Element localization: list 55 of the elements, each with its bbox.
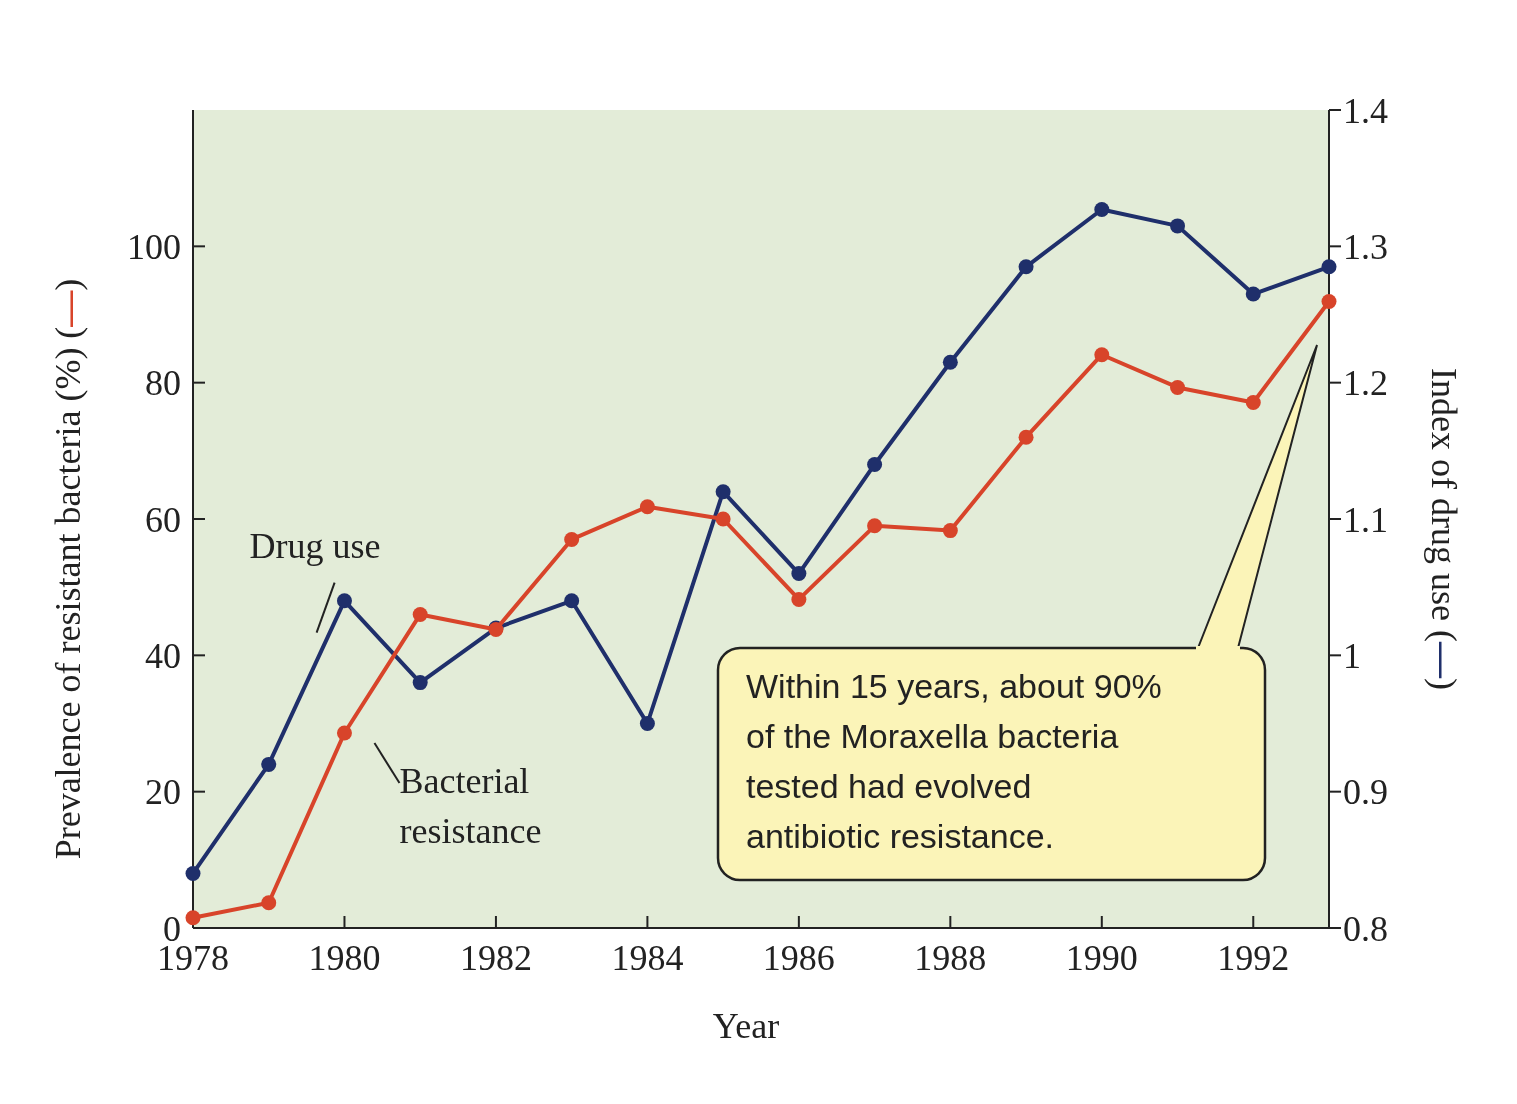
point — [1018, 259, 1034, 275]
point — [791, 591, 807, 607]
point — [1094, 202, 1110, 218]
point — [564, 593, 580, 609]
y2-axis-title: Index of drug use (—) — [1424, 368, 1464, 690]
y2-tick-label: 1.4 — [1343, 90, 1388, 131]
point — [715, 511, 731, 527]
annotation: Within 15 years, about 90% of the Moraxella bacteria tested had evolved antibiotic resistance. — [746, 667, 1162, 855]
x-axis-title: Year — [712, 1006, 780, 1046]
point — [867, 456, 883, 472]
y2-tick-label: 1.3 — [1343, 226, 1388, 267]
y2-tick-label: 0.8 — [1343, 908, 1388, 949]
x-tick-label: 1988 — [914, 938, 987, 978]
y-tick-label: 20 — [145, 772, 181, 813]
series-label: Bacterial resistance — [399, 761, 542, 852]
point — [1018, 429, 1034, 445]
point — [715, 484, 731, 500]
point — [1245, 286, 1261, 302]
point — [564, 531, 580, 547]
point — [261, 895, 277, 911]
y-axis-title: Prevalence of resistant bacteria (%) (—) — [48, 278, 88, 860]
point — [412, 606, 428, 622]
x-tick-label: 1982 — [459, 938, 532, 978]
y-tick-label: 100 — [127, 226, 181, 267]
point — [336, 593, 352, 609]
y2-tick-label: 0.9 — [1343, 772, 1388, 813]
x-tick-label: 1980 — [308, 938, 381, 978]
y-tick-label: 60 — [145, 499, 181, 540]
y2-tick-label: 1.2 — [1343, 363, 1388, 404]
point — [1321, 294, 1337, 310]
series-label: Drug use — [249, 525, 381, 566]
point — [412, 675, 428, 691]
point — [1245, 394, 1261, 410]
point — [639, 499, 655, 515]
point — [639, 716, 655, 731]
point — [791, 566, 807, 582]
x-tick-label: 1990 — [1065, 938, 1138, 978]
point — [1170, 379, 1186, 395]
point — [185, 910, 201, 926]
y2-tick-label: 1.1 — [1343, 499, 1388, 540]
point — [942, 523, 958, 539]
x-tick-label: 1986 — [762, 938, 835, 978]
point — [261, 756, 277, 772]
y-tick-label: 80 — [145, 363, 181, 404]
point — [1170, 218, 1186, 234]
point — [185, 865, 201, 881]
point — [336, 725, 352, 741]
point — [942, 354, 958, 370]
x-tick-label: 1984 — [611, 938, 684, 978]
x-tick-label: 1992 — [1217, 938, 1290, 978]
point — [1094, 347, 1110, 363]
y2-tick-label: 1 — [1343, 635, 1361, 676]
point — [1321, 259, 1337, 275]
y-tick-label: 40 — [145, 635, 181, 676]
point — [867, 518, 883, 534]
